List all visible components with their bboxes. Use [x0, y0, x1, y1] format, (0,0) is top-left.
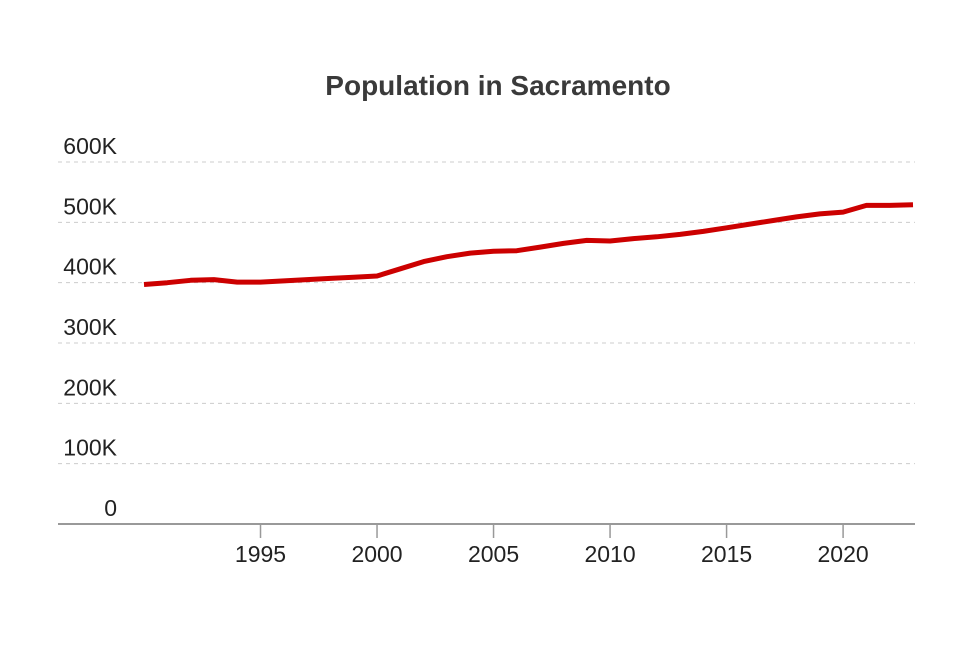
- y-tick-label: 300K: [63, 314, 117, 340]
- x-tick-label: 2000: [351, 541, 402, 567]
- series-layer: [143, 202, 914, 287]
- x-tick-label: 2015: [701, 541, 752, 567]
- y-axis-tick-labels: 0 100K 200K 300K 400K 500K 600K: [63, 133, 117, 521]
- x-tick-label: 1995: [235, 541, 286, 567]
- gridlines: [58, 161, 915, 465]
- series-line: [143, 202, 914, 287]
- y-tick-label: 400K: [63, 254, 117, 280]
- chart-title: Population in Sacramento: [325, 70, 671, 101]
- x-tick-label: 2010: [584, 541, 635, 567]
- y-tick-label: 500K: [63, 193, 117, 219]
- y-tick-label: 100K: [63, 435, 117, 461]
- x-tick-label: 2005: [468, 541, 519, 567]
- y-tick-label: 0: [104, 495, 117, 521]
- x-tick-label: 2020: [818, 541, 869, 567]
- x-axis-tick-labels: 1995 2000 2005 2010 2015 2020: [235, 541, 869, 567]
- x-axis: [58, 523, 915, 538]
- y-tick-label: 600K: [63, 133, 117, 159]
- y-tick-label: 200K: [63, 374, 117, 400]
